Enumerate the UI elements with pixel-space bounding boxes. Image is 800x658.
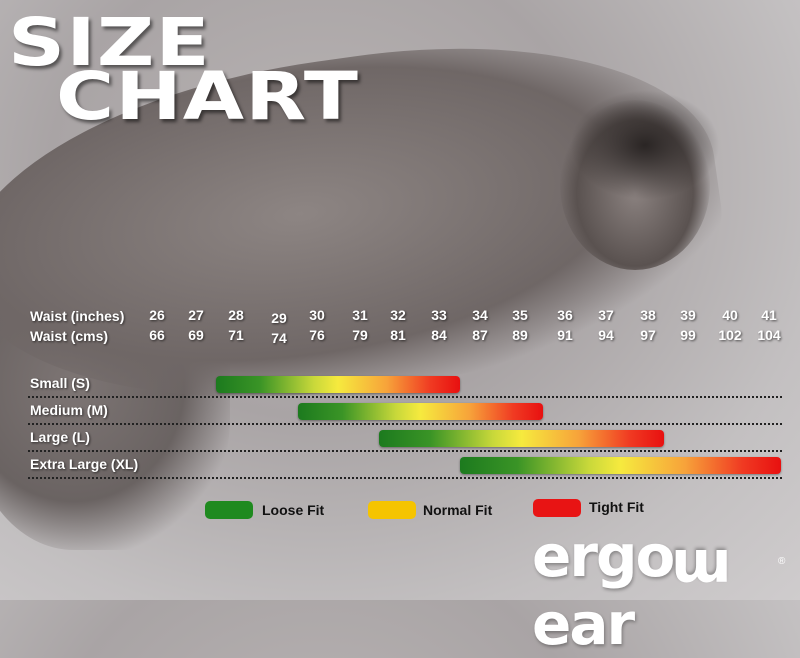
waist-inch-value: 30 (309, 307, 325, 323)
legend-swatch (205, 501, 253, 519)
waist-inch-value: 41 (761, 307, 777, 323)
size-label: Medium (M) (30, 402, 108, 418)
title-size: SIZE (8, 4, 211, 81)
size-range-bar (298, 403, 543, 420)
waist-inch-value: 40 (722, 307, 738, 323)
legend-label: Loose Fit (262, 502, 325, 518)
size-range-bar (216, 376, 460, 393)
waist-cm-value: 89 (512, 327, 528, 343)
waist-cm-value: 102 (718, 327, 742, 343)
waist-inch-value: 28 (228, 307, 244, 323)
waist-inch-value: 29 (271, 310, 287, 326)
waist-cm-value: 97 (640, 327, 656, 343)
waist-inch-value: 36 (557, 307, 573, 323)
waist-inch-value: 31 (352, 307, 368, 323)
waist-inches-label: Waist (inches) (30, 308, 125, 324)
size-label: Large (L) (30, 429, 90, 445)
row-divider (28, 396, 782, 398)
waist-inch-value: 27 (188, 307, 204, 323)
waist-inch-value: 35 (512, 307, 528, 323)
waist-cm-value: 76 (309, 327, 325, 343)
waist-cm-value: 66 (149, 327, 165, 343)
registered-mark: ® (778, 556, 786, 567)
waist-inch-value: 39 (680, 307, 696, 323)
size-range-bar (459, 457, 781, 474)
waist-inch-value: 38 (640, 307, 656, 323)
photo-hair (570, 90, 720, 200)
waist-cm-value: 79 (352, 327, 368, 343)
waist-inch-value: 32 (390, 307, 406, 323)
row-divider (28, 477, 782, 479)
waist-cms-label: Waist (cms) (30, 328, 109, 344)
waist-cm-value: 94 (598, 327, 614, 343)
legend-swatch (368, 501, 416, 519)
waist-cm-value: 74 (271, 330, 287, 346)
legend-label: Tight Fit (589, 499, 644, 515)
waist-inch-value: 34 (472, 307, 488, 323)
waist-cm-value: 87 (472, 327, 488, 343)
size-range-bar (379, 430, 664, 447)
row-divider (28, 450, 782, 452)
waist-cm-value: 99 (680, 327, 696, 343)
legend-label: Normal Fit (423, 502, 493, 518)
ergowear-logo: ergomear (532, 522, 732, 658)
row-divider (28, 423, 782, 425)
size-label: Extra Large (XL) (30, 456, 139, 472)
title-chart: CHART (56, 58, 360, 135)
waist-inch-value: 37 (598, 307, 614, 323)
waist-inch-value: 33 (431, 307, 447, 323)
waist-cm-value: 104 (757, 327, 781, 343)
legend-swatch (533, 499, 581, 517)
waist-inch-value: 26 (149, 307, 165, 323)
waist-cm-value: 84 (431, 327, 447, 343)
waist-cm-value: 91 (557, 327, 573, 343)
waist-cm-value: 69 (188, 327, 204, 343)
waist-cm-value: 71 (228, 327, 244, 343)
waist-cm-value: 81 (390, 327, 406, 343)
size-label: Small (S) (30, 375, 90, 391)
